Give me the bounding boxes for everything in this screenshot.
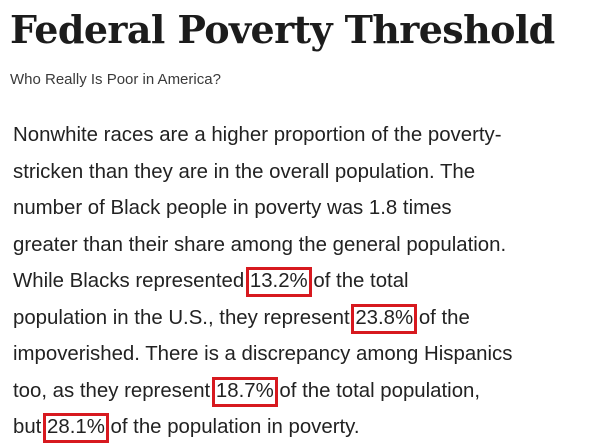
- body-line-9: but 28.1% of the population in poverty.: [13, 409, 589, 446]
- body-text-segment: While Blacks represented: [13, 270, 250, 292]
- body-line-7: impoverished. There is a discrepancy amo…: [13, 343, 513, 365]
- body-text-segment: of the total: [307, 270, 409, 292]
- body-line-8: too, as they represent 18.7% of the tota…: [13, 373, 589, 410]
- page-subtitle: Who Really Is Poor in America?: [10, 71, 221, 88]
- body-text-segment: but: [13, 416, 48, 438]
- page-title: Federal Poverty Threshold: [10, 7, 555, 52]
- body-line-3: number of Black people in poverty was 1.…: [13, 197, 452, 219]
- body-line-6: population in the U.S., they represent 2…: [13, 300, 589, 337]
- body-line-4: greater than their share among the gener…: [13, 233, 507, 256]
- article-body: Nonwhite races are a higher proportion o…: [13, 117, 589, 446]
- body-text-segment: of the population in poverty.: [104, 416, 360, 438]
- body-line-5: While Blacks represented 13.2% of the to…: [13, 263, 589, 300]
- highlighted-stat-black-poverty-share: 23.8%: [355, 306, 414, 329]
- highlighted-stat-hispanic-poverty-share: 28.1%: [47, 416, 105, 438]
- highlighted-stat-hispanic-population-share: 18.7%: [215, 379, 274, 402]
- body-line-2: stricken than they are in the overall po…: [13, 160, 476, 183]
- body-text-segment: population in the U.S., they represent: [13, 306, 356, 329]
- body-line-1: Nonwhite races are a higher proportion o…: [13, 124, 502, 146]
- body-text-segment: of the: [413, 306, 470, 329]
- highlighted-stat-black-population-share: 13.2%: [249, 270, 308, 292]
- body-text-segment: of the total population,: [273, 379, 481, 402]
- body-text-segment: too, as they represent: [13, 379, 216, 402]
